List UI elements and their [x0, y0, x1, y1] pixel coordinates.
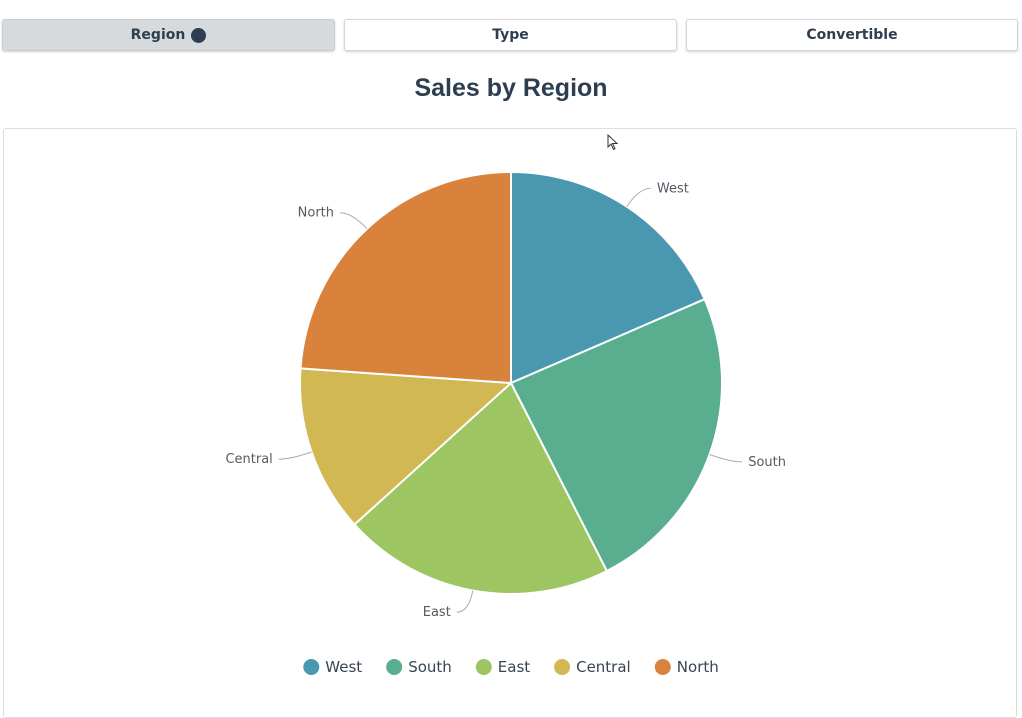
leader-line-west — [626, 187, 651, 207]
tab-region-label: Region — [130, 27, 186, 43]
legend-marker-central — [554, 659, 571, 675]
tab-bar: Region Type Convertible — [2, 19, 1018, 53]
leader-line-south — [709, 454, 743, 463]
slice-label-west: West — [657, 181, 689, 196]
leader-line-east — [456, 590, 474, 613]
leader-line-north — [339, 212, 368, 230]
tab-convertible[interactable]: Convertible — [686, 19, 1018, 51]
pie-slice-south[interactable] — [509, 297, 723, 573]
mouse-pointer-icon — [607, 134, 619, 151]
chart-legend: West South East Central North — [303, 658, 719, 676]
legend-marker-north — [654, 659, 671, 675]
legend-item-north[interactable]: North — [654, 658, 719, 676]
legend-label-central: Central — [576, 658, 631, 676]
tab-type[interactable]: Type — [344, 19, 677, 51]
pie-slice-central[interactable] — [299, 367, 514, 526]
legend-item-south[interactable]: South — [386, 658, 452, 676]
legend-label-south: South — [408, 658, 452, 676]
legend-label-west: West — [325, 658, 362, 676]
legend-item-central[interactable]: Central — [554, 658, 631, 676]
filled-circle-icon — [191, 27, 207, 43]
legend-marker-west — [303, 659, 320, 675]
legend-item-west[interactable]: West — [303, 658, 362, 676]
pie-slice-east[interactable] — [353, 381, 609, 595]
slice-label-north: North — [298, 206, 334, 221]
pie-slice-west[interactable] — [510, 170, 706, 385]
slice-label-east: East — [423, 605, 451, 620]
legend-label-north: North — [677, 658, 719, 676]
tab-type-label: Type — [492, 27, 529, 43]
pie-chart: West South East Central North West South East Ce… — [225, 170, 786, 676]
legend-item-east[interactable]: East — [475, 658, 530, 676]
tab-convertible-label: Convertible — [806, 27, 898, 43]
chart-title: Sales by Region — [414, 74, 608, 102]
slice-label-central: Central — [225, 452, 272, 467]
tab-region[interactable]: Region — [2, 19, 335, 51]
legend-marker-east — [475, 659, 492, 675]
slice-label-south: South — [748, 455, 786, 470]
chart-panel: West South East Central North West South East Ce… — [3, 128, 1017, 718]
pie-slice-north[interactable] — [299, 170, 512, 385]
leader-line-central — [278, 451, 312, 460]
legend-marker-south — [386, 659, 403, 675]
legend-label-east: East — [498, 658, 530, 676]
